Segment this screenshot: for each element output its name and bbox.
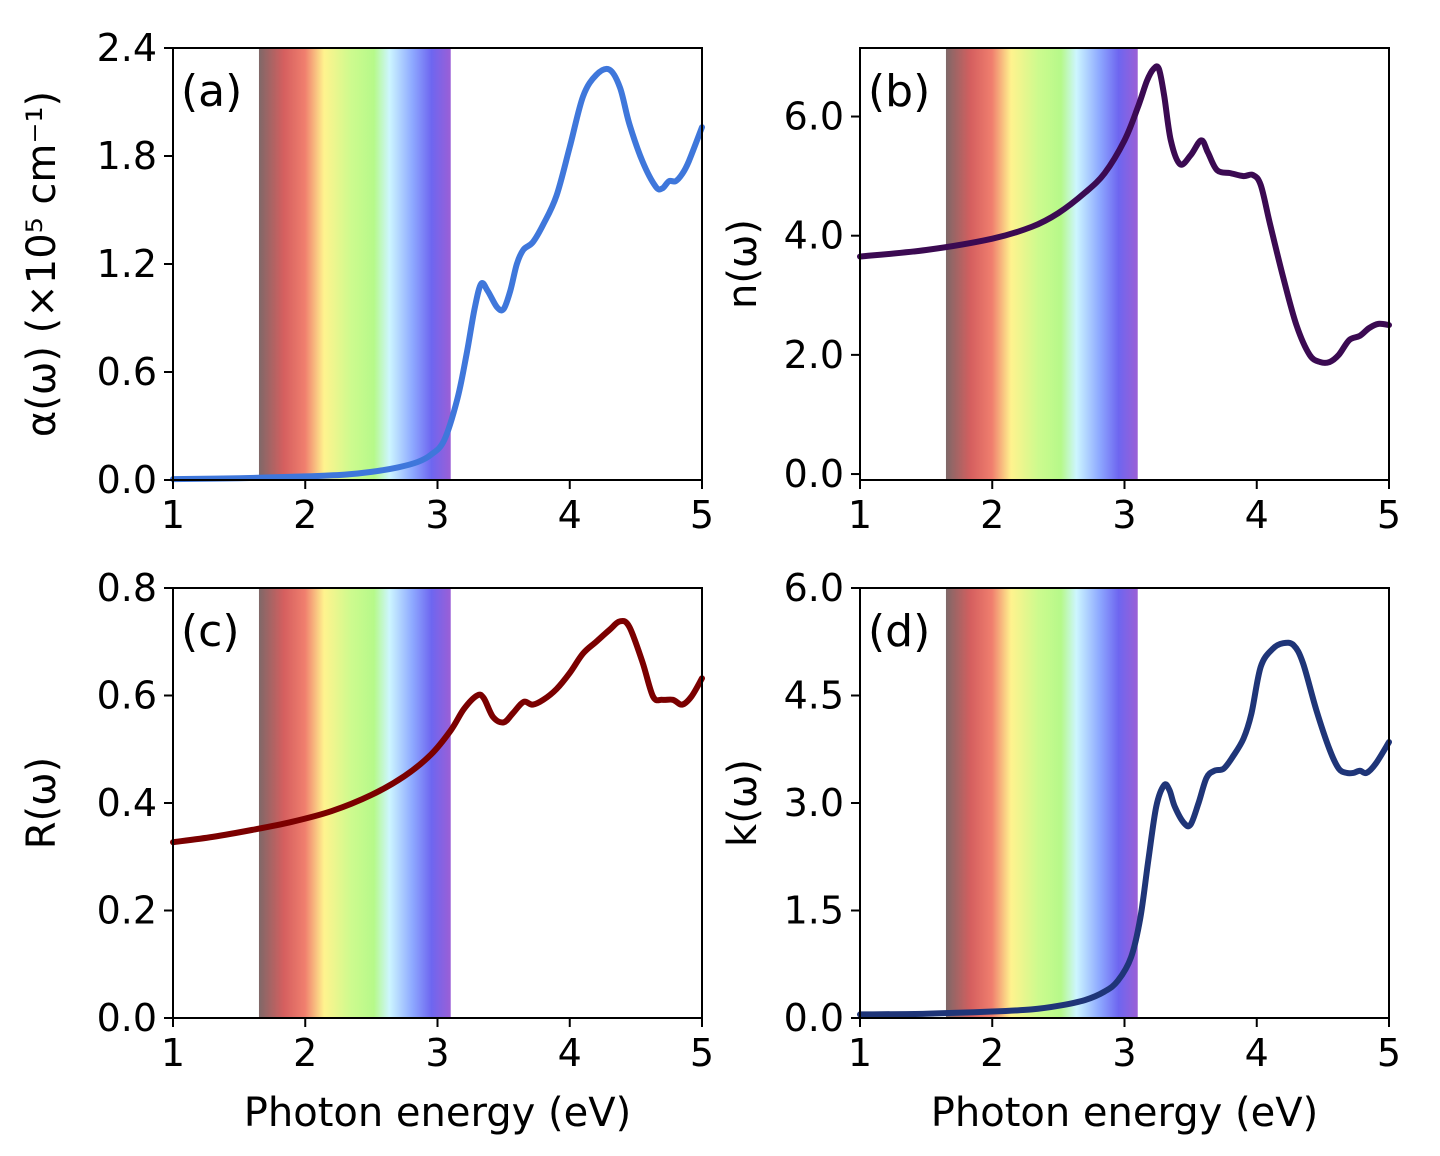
x-tick-label: 4 [1245,493,1269,537]
panel-d: 1 2 3 4 5 0.0 1.5 3.0 4.5 6.0 (d) k(ω) Photon energy… [720,566,1401,1136]
y-tick-label: 4.5 [784,674,844,718]
x-tick-label: 5 [690,1031,714,1075]
y-tick-label: 2.0 [784,333,844,377]
x-tick-label: 4 [558,1031,582,1075]
panel-label: (a) [181,66,242,117]
x-tick-label: 1 [161,493,185,537]
y-tick-label: 0.6 [97,350,157,394]
x-tick-label: 3 [1112,493,1136,537]
x-axis-label: Photon energy (eV) [244,1090,631,1136]
y-tick-label: 0.4 [97,781,157,825]
x-tick-label: 1 [848,493,872,537]
x-tick-label: 2 [980,493,1004,537]
y-tick-label: 6.0 [784,95,844,139]
y-tick-label: 1.2 [97,242,157,286]
y-axis-label: k(ω) [720,759,766,847]
panel-label: (c) [181,606,240,657]
n-curve [857,63,1392,366]
visible-spectrum-band [945,588,1138,1018]
x-tick-label: 4 [1245,1031,1269,1075]
visible-spectrum-band [258,48,451,480]
y-tick-label: 0.0 [97,996,157,1040]
k-curve [857,639,1392,1018]
x-tick-label: 1 [848,1031,872,1075]
y-tick-label: 1.5 [784,889,844,933]
x-tick-label: 2 [293,493,317,537]
y-tick-label: 0.0 [784,452,844,496]
x-axis-label: Photon energy (eV) [931,1090,1318,1136]
x-tick-label: 4 [558,493,582,537]
panel-label: (b) [868,66,930,117]
y-tick-label: 1.8 [97,134,157,178]
x-tick-label: 5 [1377,1031,1401,1075]
x-tick-label: 2 [293,1031,317,1075]
y-tick-label: 0.0 [97,458,157,502]
panel-label: (d) [868,606,930,657]
y-axis-label: n(ω) [720,219,766,309]
x-tick-label: 2 [980,1031,1004,1075]
panel-a: 1 2 3 4 5 0.0 0.6 1.2 1.8 2.4 (a) α(ω) (×10⁵ cm⁻¹) [19,26,714,537]
y-axis-label: α(ω) (×10⁵ cm⁻¹) [19,91,65,437]
x-tick-label: 3 [1112,1031,1136,1075]
x-tick-label: 3 [425,1031,449,1075]
y-tick-label: 2.4 [97,26,157,70]
y-tick-label: 6.0 [784,566,844,610]
panel-b: 1 2 3 4 5 0.0 2.0 4.0 6.0 (b) n(ω) [720,47,1401,537]
y-axis-label: R(ω) [19,757,65,850]
y-tick-label: 0.8 [97,566,157,610]
x-tick-label: 1 [161,1031,185,1075]
alpha-curve [170,65,705,483]
y-tick-label: 0.6 [97,674,157,718]
y-tick-label: 4.0 [784,214,844,258]
visible-spectrum-band [945,48,1138,480]
x-tick-label: 5 [1377,493,1401,537]
y-tick-label: 0.2 [97,889,157,933]
x-tick-label: 3 [425,493,449,537]
y-tick-label: 3.0 [784,781,844,825]
x-tick-label: 5 [690,493,714,537]
y-tick-label: 0.0 [784,996,844,1040]
R-curve [170,617,705,846]
panel-c: 1 2 3 4 5 0.0 0.2 0.4 0.6 0.8 (c) R(ω) Photon energy… [19,566,714,1136]
